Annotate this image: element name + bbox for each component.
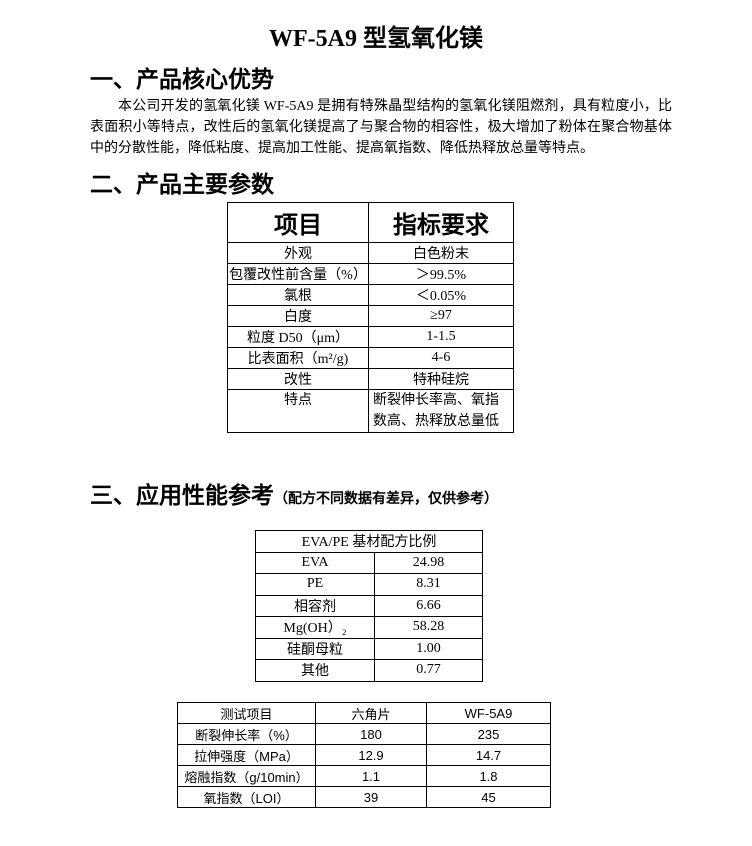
table-cell: 包覆改性前含量（%） (227, 263, 369, 285)
table-cell: EVA (255, 551, 375, 574)
table-row: 氧指数（LOI） 39 45 (177, 786, 551, 808)
test-results-table: 测试项目 六角片 WF-5A9 断裂伸长率（%） 180 235 拉伸强度（MPa） 12.… (177, 702, 551, 808)
table-row: 其他 0.77 (255, 659, 483, 682)
header-item: 项目 (227, 202, 369, 243)
table-row: 白度 ≥97 (227, 305, 514, 327)
table-cell: ≥97 (368, 305, 514, 327)
header-hexagonal: 六角片 (315, 702, 427, 724)
table-cell: 拉伸强度（MPa） (177, 744, 316, 766)
table-cell: 白色粉末 (368, 242, 514, 264)
table-cell: 特点 (227, 389, 369, 433)
table-row: 包覆改性前含量（%） ＞99.5% (227, 263, 514, 285)
table-row: 比表面积（m²/g) 4-6 (227, 347, 514, 369)
table-cell: 氯根 (227, 284, 369, 306)
parameters-table: 项目 指标要求 外观 白色粉末 包覆改性前含量（%） ＞99.5% 氯根 ＜0.05% 白度 ≥… (227, 202, 514, 433)
table-cell: 熔融指数（g/10min） (177, 765, 316, 787)
table-cell: 白度 (227, 305, 369, 327)
table-cell: 1-1.5 (368, 326, 514, 348)
table-cell: 其他 (255, 659, 375, 682)
table-cell: 45 (426, 786, 551, 808)
table-row: 相容剂 6.66 (255, 594, 483, 617)
table-row: 特点 断裂伸长率高、氧指数高、热释放总量低 (227, 389, 514, 433)
table-cell: 39 (315, 786, 427, 808)
heading-note: （配方不同数据有差异，仅供参考） (274, 492, 498, 507)
section-heading-parameters: 二、产品主要参数 (90, 172, 274, 197)
section-heading-performance: 三、应用性能参考（配方不同数据有差异，仅供参考） (90, 476, 498, 510)
table-row: 改性 特种硅烷 (227, 368, 514, 390)
table-cell: 12.9 (315, 744, 427, 766)
table-row: 拉伸强度（MPa） 12.9 14.7 (177, 744, 551, 766)
table-row: EVA 24.98 (255, 551, 483, 574)
table-cell: 外观 (227, 242, 369, 264)
table-cell: 6.66 (374, 594, 483, 617)
table-cell: 14.7 (426, 744, 551, 766)
table-cell: Mg(OH）₂ (255, 616, 375, 639)
table-cell: 比表面积（m²/g) (227, 347, 369, 369)
table-cell: 1.00 (374, 637, 483, 660)
table-cell: 8.31 (374, 573, 483, 596)
table-cell: 58.28 (374, 616, 483, 639)
advantages-paragraph: 本公司开发的氢氧化镁 WF-5A9 是拥有特殊晶型结构的氢氧化镁阻燃剂，具有粒度… (90, 99, 672, 156)
table-cell: 180 (315, 723, 427, 745)
heading-text: 三、应用性能参考 (90, 483, 274, 508)
table-cell: 断裂伸长率（%） (177, 723, 316, 745)
table-cell: 粒度 D50（μm） (227, 326, 369, 348)
table-row: 外观 白色粉末 (227, 242, 514, 264)
header-requirement: 指标要求 (368, 202, 514, 243)
table-cell: ＜0.05% (368, 284, 514, 306)
document-title: WF-5A9 型氢氧化镁 (269, 26, 483, 52)
table-cell: 235 (426, 723, 551, 745)
table-row: 粒度 D50（μm） 1-1.5 (227, 326, 514, 348)
table-cell: ＞99.5% (368, 263, 514, 285)
formula-table: EVA/PE 基材配方比例 EVA 24.98 PE 8.31 相容剂 6.66 Mg(OH… (255, 530, 483, 682)
table-cell: 1.1 (315, 765, 427, 787)
section-heading-advantages: 一、产品核心优势 (90, 67, 274, 92)
table-cell: 4-6 (368, 347, 514, 369)
formula-caption: EVA/PE 基材配方比例 (255, 530, 483, 553)
table-cell: 硅酮母粒 (255, 637, 375, 660)
table-row: 硅酮母粒 1.00 (255, 637, 483, 660)
table-cell: 氧指数（LOI） (177, 786, 316, 808)
table-cell: 0.77 (374, 659, 483, 682)
table-cell: PE (255, 573, 375, 596)
table-cell: 相容剂 (255, 594, 375, 617)
table-cell: 改性 (227, 368, 369, 390)
table-cell: 特种硅烷 (368, 368, 514, 390)
table-cell: 断裂伸长率高、氧指数高、热释放总量低 (368, 389, 514, 433)
header-test-item: 测试项目 (177, 702, 316, 724)
table-cell: 1.8 (426, 765, 551, 787)
table-row: 断裂伸长率（%） 180 235 (177, 723, 551, 745)
table-row: PE 8.31 (255, 573, 483, 596)
table-row: 熔融指数（g/10min） 1.1 1.8 (177, 765, 551, 787)
table-cell: 24.98 (374, 551, 483, 574)
table-row: 氯根 ＜0.05% (227, 284, 514, 306)
table-row: Mg(OH）₂ 58.28 (255, 616, 483, 639)
header-wf5a9: WF-5A9 (426, 702, 551, 724)
